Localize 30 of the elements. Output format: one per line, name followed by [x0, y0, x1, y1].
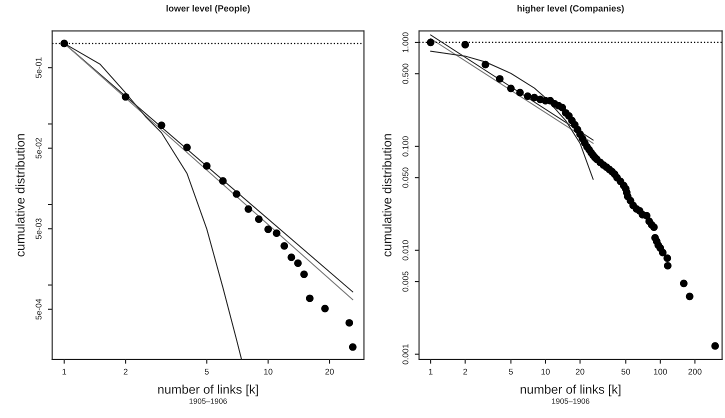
y-tick-label: 0.100 [402, 136, 408, 156]
x-tick-label: 50 [621, 368, 630, 375]
y-axis-title: cumulative distribution [382, 134, 392, 257]
x-tick-label: 1 [428, 368, 433, 375]
y-tick-label: 0.500 [402, 64, 408, 84]
chart-title: lower level (People) [166, 4, 250, 14]
x-tick-label: 100 [654, 368, 667, 375]
y-tick-label: 0.005 [402, 271, 408, 292]
x-tick-label: 5 [204, 368, 209, 375]
x-tick-label: 5 [508, 368, 513, 375]
x-axis-title: number of links [k] [520, 384, 620, 396]
x-axis-title: number of links [k] [158, 384, 258, 396]
y-tick-label: 0.010 [402, 240, 408, 260]
y-tick-label: 5e-02 [36, 138, 42, 159]
y-axis-title: cumulative distribution [15, 134, 25, 257]
x-tick-label: 200 [688, 368, 702, 375]
chart-title: higher level (Companies) [518, 4, 624, 14]
y-tick-label: 5e-04 [36, 298, 42, 320]
y-tick-label: 1.000 [402, 32, 408, 52]
y-tick-label: 0.050 [402, 168, 408, 188]
y-tick-label: 5e-01 [36, 57, 42, 78]
x-tick-label: 2 [463, 368, 468, 375]
x-tick-label: 1 [62, 368, 66, 375]
x-tick-label: 2 [124, 368, 128, 375]
y-tick-label: 5e-03 [36, 218, 42, 240]
x-tick-label: 10 [541, 368, 550, 375]
x-tick-label: 10 [264, 368, 272, 375]
x-tick-label: 20 [576, 368, 584, 375]
y-tick-label: 0.001 [402, 344, 408, 364]
x-tick-label: 20 [325, 368, 334, 375]
